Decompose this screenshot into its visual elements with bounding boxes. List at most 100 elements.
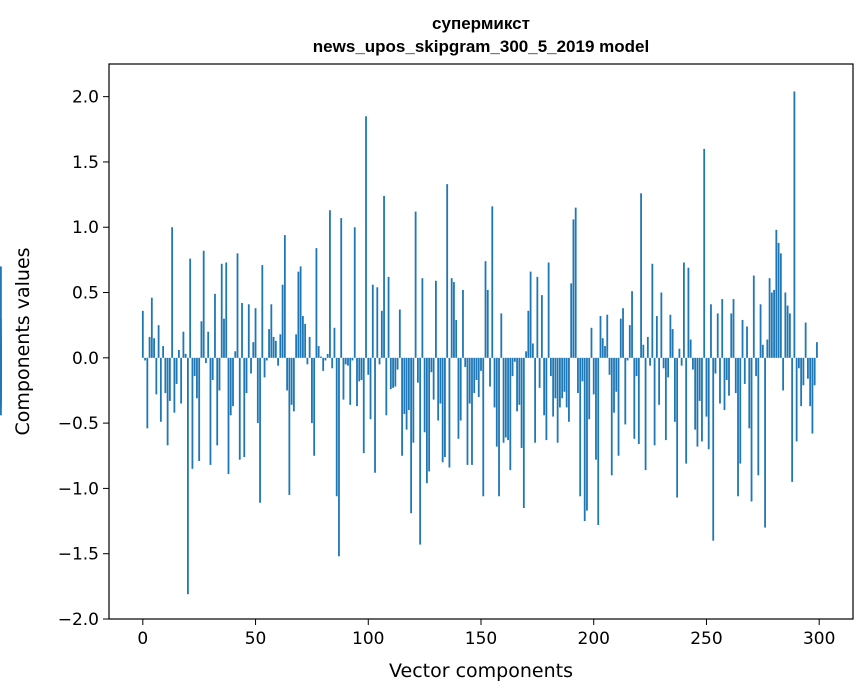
- bar: [813, 357, 816, 386]
- bar: [295, 334, 298, 358]
- bar: [563, 357, 566, 392]
- bar: [286, 357, 289, 391]
- bar: [389, 357, 392, 390]
- bar: [0, 357, 2, 378]
- bar: [617, 357, 620, 456]
- bar: [444, 357, 446, 458]
- bar: [202, 250, 205, 358]
- bar: [500, 313, 503, 358]
- bar: [588, 357, 591, 420]
- bar: [356, 357, 358, 407]
- bar: [626, 357, 629, 361]
- bar: [788, 313, 791, 358]
- y-tick-label: 0.5: [72, 284, 99, 304]
- bar: [254, 308, 257, 358]
- bar: [453, 282, 455, 358]
- bar: [804, 322, 807, 358]
- bar: [595, 357, 597, 460]
- bar: [671, 329, 674, 358]
- bar: [714, 357, 717, 374]
- bar: [604, 346, 606, 358]
- bar: [766, 339, 769, 358]
- bar: [193, 357, 196, 377]
- y-tick-label: 1.5: [72, 153, 99, 173]
- bar: [525, 351, 527, 358]
- bar: [268, 329, 270, 358]
- bar: [613, 357, 615, 413]
- bar: [171, 227, 174, 358]
- bar: [574, 207, 577, 358]
- bar: [759, 304, 762, 358]
- bar: [162, 346, 165, 358]
- bar: [561, 357, 564, 399]
- bar: [628, 325, 631, 358]
- bar: [340, 218, 343, 358]
- bar: [392, 357, 394, 388]
- bar: [155, 357, 158, 395]
- bar: [502, 357, 505, 443]
- bar: [583, 357, 586, 522]
- bar: [577, 357, 579, 394]
- bar: [164, 357, 167, 394]
- bar: [640, 193, 642, 358]
- y-tick-label: 2.0: [72, 88, 99, 108]
- bar: [394, 357, 397, 387]
- bar: [150, 297, 153, 358]
- bar: [207, 331, 210, 358]
- bar: [290, 357, 293, 405]
- bar: [331, 357, 334, 369]
- bar: [680, 357, 683, 366]
- bar: [274, 340, 277, 358]
- bar: [816, 342, 818, 358]
- bar: [414, 211, 417, 358]
- bar: [265, 357, 268, 361]
- bar: [187, 357, 189, 595]
- bar: [277, 357, 279, 366]
- bar: [378, 357, 381, 365]
- bar: [737, 357, 739, 497]
- bar: [730, 313, 733, 358]
- bar: [347, 357, 349, 366]
- bar: [236, 253, 239, 358]
- bar: [297, 271, 300, 358]
- bar: [166, 357, 169, 446]
- x-tick-label: 0: [137, 629, 148, 649]
- bar: [755, 357, 757, 377]
- bar: [511, 357, 514, 377]
- bar: [689, 339, 692, 358]
- bar: [0, 266, 2, 358]
- bar: [802, 357, 805, 386]
- bar: [513, 357, 516, 362]
- bar: [644, 357, 647, 471]
- bar: [462, 289, 464, 358]
- bar: [608, 357, 611, 375]
- bar: [683, 262, 685, 358]
- bar: [180, 357, 183, 404]
- bar: [545, 357, 548, 441]
- bar: [153, 338, 155, 358]
- bar: [527, 310, 530, 358]
- bar: [556, 357, 559, 443]
- bar: [570, 283, 573, 358]
- bar: [811, 357, 814, 434]
- bar: [540, 295, 543, 358]
- bar: [543, 357, 546, 416]
- bar: [473, 357, 476, 394]
- bar: [586, 357, 588, 511]
- bar: [676, 357, 679, 498]
- bar: [484, 261, 487, 358]
- bar: [353, 227, 356, 358]
- bar: [189, 258, 192, 358]
- bar: [559, 357, 561, 408]
- bar: [610, 357, 613, 476]
- bar: [734, 357, 737, 394]
- bar: [748, 357, 751, 429]
- bar: [243, 357, 246, 458]
- plot-frame: [108, 63, 854, 620]
- bar: [241, 302, 243, 358]
- bar: [216, 357, 219, 446]
- bar: [369, 357, 372, 420]
- bar: [383, 195, 385, 358]
- bar: [144, 357, 146, 361]
- bar: [599, 316, 602, 358]
